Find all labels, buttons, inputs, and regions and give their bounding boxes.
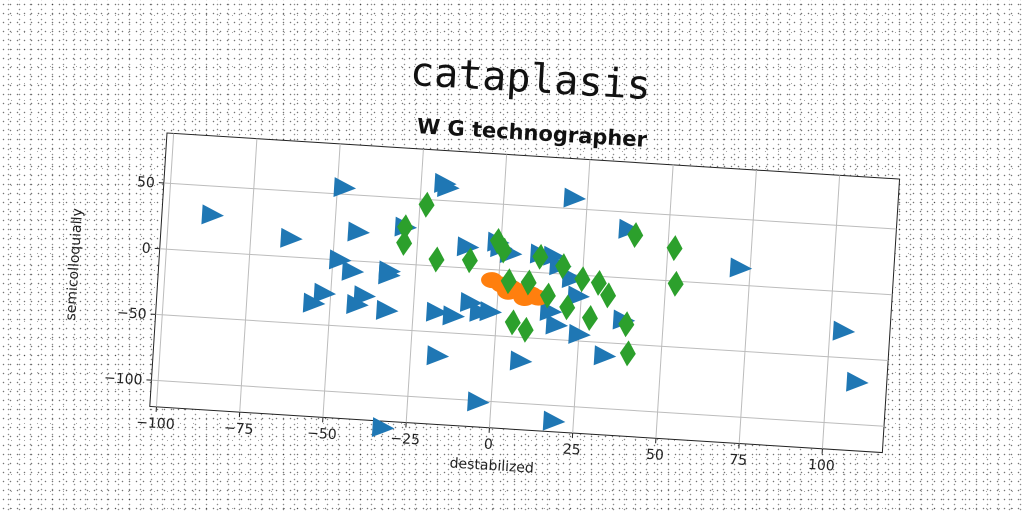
blue-triangle-point: [437, 177, 460, 197]
blue-triangle-point: [346, 294, 369, 315]
x-tick-label: −75: [223, 420, 253, 438]
chart-subtitle-group: W G technographer: [416, 114, 648, 152]
x-tick-label: 25: [562, 441, 581, 458]
tick-labels: −100 −75 −50 −25 0 25 50 75 100 −100 −50 0 50: [104, 174, 836, 475]
blue-triangle-point: [347, 221, 370, 242]
green-diamond-point: [555, 253, 572, 280]
blue-triangle-point: [442, 305, 465, 326]
blue-triangle-point: [729, 257, 753, 278]
chart-title-group: cataplasis: [409, 49, 652, 109]
blue-triangle-point: [425, 301, 449, 322]
chart-title: cataplasis: [409, 49, 652, 109]
green-diamond-point: [428, 246, 445, 273]
green-diamond-point: [495, 237, 512, 264]
green-diamond-point: [461, 247, 478, 274]
blue-triangle-point: [561, 268, 585, 288]
green-diamond-point: [667, 270, 684, 297]
x-grid-line: [239, 138, 258, 413]
orange-dot-point: [513, 290, 536, 307]
y-grid-line: [159, 248, 893, 296]
green-diamond-point: [618, 311, 635, 338]
blue-triangle-point: [539, 300, 563, 321]
x-tick-label: −50: [307, 425, 337, 443]
y-grid-line: [163, 182, 897, 230]
green-diamond-point: [574, 266, 591, 293]
green-diamond-point: [532, 243, 549, 270]
blue-triangle-point: [832, 320, 856, 341]
green-diamond-point: [627, 222, 644, 249]
x-tick-label: 0: [483, 437, 493, 454]
blue-triangle-point: [479, 301, 503, 322]
x-grid-line: [821, 175, 841, 449]
blue-triangle-point: [371, 417, 395, 438]
blue-triangle-point: [341, 260, 365, 281]
x-tick-label: 100: [808, 457, 836, 475]
green-diamond-point: [500, 268, 517, 295]
x-grid-line: [738, 170, 757, 444]
blue-triangle-point: [567, 285, 590, 306]
x-axis-label: destabilized: [449, 455, 534, 476]
x-grid-line: [655, 164, 674, 439]
x-tick-label: −100: [136, 415, 175, 433]
x-tick-label: −25: [390, 431, 420, 449]
green-diamond-point: [666, 235, 683, 262]
y-tick-label: −100: [104, 370, 143, 388]
blue-triangle-point: [375, 299, 399, 320]
y-tick-label: −50: [117, 305, 147, 323]
green-diamond-point: [600, 282, 617, 309]
blue-triangle-point: [542, 410, 566, 431]
green-diamond-point: [517, 316, 534, 343]
blue-triangle-point: [568, 323, 591, 344]
green-diamond-point: [590, 269, 607, 296]
y-tick-label: 0: [141, 241, 151, 258]
x-tick-label: 50: [645, 447, 664, 464]
chart-subtitle: W G technographer: [416, 114, 648, 152]
y-grid-line: [151, 379, 885, 427]
blue-triangle-point: [563, 187, 587, 208]
blue-triangle-point: [846, 371, 869, 392]
blue-triangle-point: [280, 227, 303, 248]
plot-area: −100 −75 −50 −25 0 25 50 75 100 −100 −50 0 50 destab…: [63, 132, 901, 477]
blue-triangle-point: [426, 345, 450, 366]
green-diamond-point: [418, 191, 435, 218]
green-diamond-point: [581, 305, 598, 331]
green-diamond-point: [397, 214, 414, 241]
y-tick-label: 50: [137, 174, 156, 191]
blue-triangle-point: [459, 291, 483, 312]
blue-triangle-point: [378, 264, 401, 285]
blue-triangle-point: [333, 177, 357, 198]
y-grid-line: [155, 313, 889, 362]
blue-triangle-point: [545, 314, 569, 335]
blue-triangle-point: [618, 218, 641, 239]
blue-triangle-point: [353, 285, 376, 306]
green-diamond-point: [539, 282, 556, 309]
x-tick-label: 75: [729, 452, 748, 469]
green-diamond-point: [559, 294, 576, 321]
data-series: [201, 172, 869, 438]
blue-triangle-point: [313, 282, 337, 303]
green-diamond-point: [520, 269, 537, 296]
y-axis-label-group: semicolloquially: [63, 208, 86, 321]
blue-triangle-point: [593, 345, 617, 366]
blue-triangle-point: [509, 350, 533, 371]
green-diamond-point: [504, 309, 521, 336]
green-diamond-point: [396, 229, 413, 256]
blue-triangle-point: [302, 292, 326, 313]
blue-triangle-point: [201, 204, 224, 225]
blue-triangle-point: [543, 245, 566, 266]
x-grid-line: [405, 149, 424, 423]
axis-ticks: [146, 182, 823, 454]
y-axis-label: semicolloquially: [63, 208, 86, 321]
x-grid-line: [155, 133, 175, 407]
blue-triangle-point: [456, 236, 480, 257]
blue-triangle-point: [467, 391, 490, 412]
green-diamond-point: [619, 340, 636, 367]
green-diamond-point: [489, 227, 506, 254]
blue-triangle-point: [328, 249, 352, 270]
